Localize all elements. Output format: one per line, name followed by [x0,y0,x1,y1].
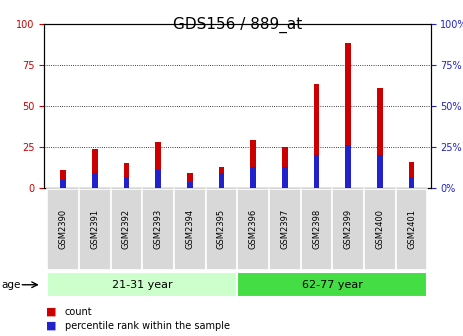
Text: count: count [65,307,93,317]
Bar [250,140,256,188]
Text: ■: ■ [46,307,57,317]
Text: ■: ■ [46,321,57,331]
Bar [300,189,332,270]
Bar [313,155,319,188]
Bar [250,167,256,188]
Bar [155,170,161,188]
Bar [396,189,427,270]
Text: GSM2391: GSM2391 [90,209,99,249]
Bar [206,189,238,270]
Bar [124,177,129,188]
Bar [409,177,414,188]
Bar [187,181,193,188]
Bar [92,149,98,188]
Bar [47,189,79,270]
Bar [364,189,396,270]
Bar [332,189,364,270]
Bar [219,173,224,188]
Text: GDS156 / 889_at: GDS156 / 889_at [173,17,302,33]
Text: GSM2397: GSM2397 [280,209,289,249]
Bar [124,164,129,188]
Bar [60,180,66,188]
Bar [47,272,238,297]
Text: 62-77 year: 62-77 year [302,280,363,290]
Text: age: age [1,280,20,290]
Text: GSM2392: GSM2392 [122,209,131,249]
Bar [219,167,224,188]
Bar [377,88,383,188]
Text: 21-31 year: 21-31 year [112,280,173,290]
Bar [79,189,111,270]
Text: GSM2398: GSM2398 [312,209,321,249]
Bar [313,84,319,188]
Text: percentile rank within the sample: percentile rank within the sample [65,321,230,331]
Bar [174,189,206,270]
Text: GSM2394: GSM2394 [185,209,194,249]
Text: GSM2399: GSM2399 [344,209,353,249]
Bar [282,167,288,188]
Bar [345,43,351,188]
Bar [409,162,414,188]
Bar [92,173,98,188]
Text: GSM2400: GSM2400 [375,209,384,249]
Text: GSM2393: GSM2393 [154,209,163,249]
Bar [269,189,300,270]
Text: GSM2396: GSM2396 [249,209,257,249]
Bar [377,155,383,188]
Text: GSM2395: GSM2395 [217,209,226,249]
Bar [238,189,269,270]
Bar [155,142,161,188]
Bar [60,170,66,188]
Bar [142,189,174,270]
Bar [282,147,288,188]
Text: GSM2401: GSM2401 [407,209,416,249]
Bar [187,173,193,188]
Text: GSM2390: GSM2390 [58,209,68,249]
Bar [238,272,427,297]
Bar [345,145,351,188]
Bar [111,189,142,270]
